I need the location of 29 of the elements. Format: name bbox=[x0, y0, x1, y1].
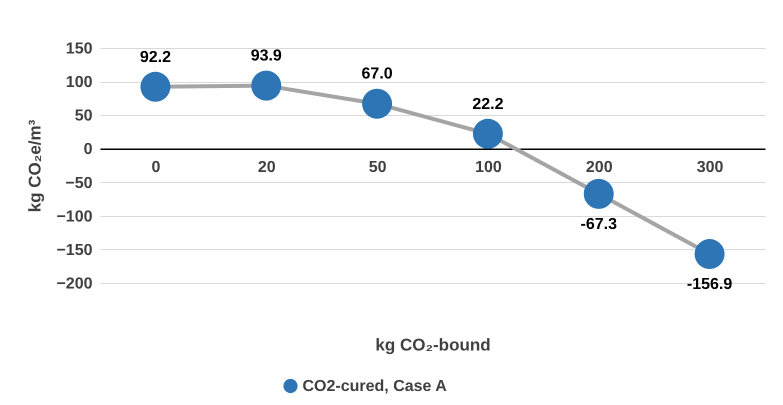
data-label: -67.3 bbox=[580, 216, 618, 233]
data-label: 93.9 bbox=[250, 48, 282, 65]
y-tick-label: 0 bbox=[84, 141, 93, 158]
point bbox=[472, 118, 503, 149]
point bbox=[251, 70, 282, 101]
y-tick-label: 50 bbox=[74, 108, 93, 125]
y-tick-label: −200 bbox=[56, 276, 93, 292]
data-label: 92.2 bbox=[140, 48, 172, 66]
x-tick-label: 50 bbox=[368, 159, 387, 176]
data-label: 22.2 bbox=[472, 96, 504, 113]
point bbox=[584, 178, 614, 209]
y-tick-label: −50 bbox=[65, 174, 93, 192]
y-tick-label: 100 bbox=[66, 74, 93, 92]
y-tick-label: −100 bbox=[56, 208, 93, 226]
x-tick-label: 300 bbox=[696, 159, 724, 176]
x-tick-label: 100 bbox=[475, 159, 502, 176]
point bbox=[694, 239, 725, 270]
y-tick-label: −150 bbox=[56, 242, 93, 259]
point bbox=[140, 72, 170, 102]
x-axis-title: kg CO₂-bound bbox=[375, 336, 491, 354]
x-tick-label: 0 bbox=[151, 159, 160, 176]
x-tick-label: 200 bbox=[586, 159, 613, 176]
y-tick-label: 150 bbox=[66, 40, 93, 58]
data-label: -156.9 bbox=[686, 276, 732, 294]
x-tick-label: 20 bbox=[258, 159, 276, 176]
y-axis-title: kg CO₂e/m³ bbox=[25, 119, 44, 212]
point bbox=[362, 88, 392, 119]
legend-label: CO2-cured, Case A bbox=[302, 378, 448, 395]
data-label: 67.0 bbox=[362, 66, 393, 83]
